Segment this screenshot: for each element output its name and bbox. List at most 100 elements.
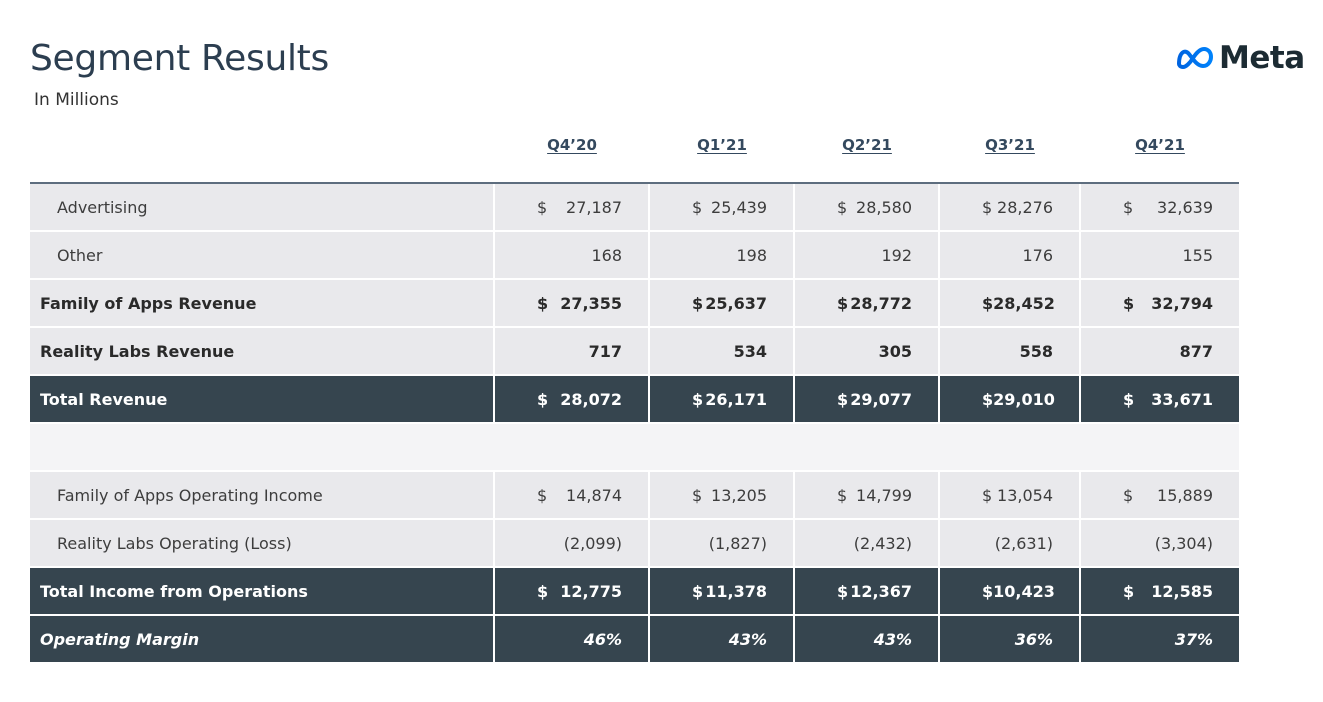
cell-value: 168 xyxy=(591,245,622,265)
cell-value: 717 xyxy=(588,341,622,361)
cell-value: 176 xyxy=(1022,245,1053,265)
cell-value: 14,799 xyxy=(856,485,912,505)
table-row-reality-labs-revenue: Reality Labs Revenue 717 534 305 558 877 xyxy=(30,328,1239,374)
currency-symbol: $ xyxy=(982,293,994,313)
cell-value: 28,452 xyxy=(993,293,1055,313)
row-label: Operating Margin xyxy=(40,629,200,649)
cell-value: 198 xyxy=(736,245,767,265)
table-cell: (2,631) xyxy=(938,520,1079,566)
table-row-other: Other 168 198 192 176 155 xyxy=(30,232,1239,278)
cell-value: (2,099) xyxy=(563,533,622,553)
table-cell: $14,799 xyxy=(793,472,938,518)
table-cell: 43% xyxy=(793,616,938,662)
cell-value: 43% xyxy=(873,629,912,649)
table-cell: $33,671 xyxy=(1079,376,1239,422)
table-cell: 877 xyxy=(1079,328,1239,374)
table-cell: 558 xyxy=(938,328,1079,374)
cell-value: 43% xyxy=(728,629,767,649)
currency-symbol: $ xyxy=(982,485,993,505)
table-cell: $29,010 xyxy=(938,376,1079,422)
cell-value: 29,077 xyxy=(850,389,912,409)
cell-value: 15,889 xyxy=(1157,485,1213,505)
column-header-q1-21: Q1’21 xyxy=(697,136,747,154)
table-cell: $28,276 xyxy=(938,184,1079,230)
table-cell: $28,580 xyxy=(793,184,938,230)
cell-value: 534 xyxy=(733,341,767,361)
row-label: Other xyxy=(57,245,103,265)
meta-logo: Meta xyxy=(1175,40,1305,76)
table-cell: $13,205 xyxy=(648,472,793,518)
currency-symbol: $ xyxy=(1123,389,1135,409)
table-cell: 534 xyxy=(648,328,793,374)
table-cell: $25,637 xyxy=(648,280,793,326)
cell-value: (2,432) xyxy=(853,533,912,553)
currency-symbol: $ xyxy=(837,389,849,409)
table-cell: (2,432) xyxy=(793,520,938,566)
row-label: Advertising xyxy=(57,197,148,217)
currency-symbol: $ xyxy=(692,293,704,313)
cell-value: 36% xyxy=(1014,629,1053,649)
cell-value: 27,187 xyxy=(566,197,622,217)
table-cell: 168 xyxy=(493,232,648,278)
cell-value: 12,775 xyxy=(560,581,622,601)
cell-value: 12,585 xyxy=(1151,581,1213,601)
row-label: Total Revenue xyxy=(40,389,168,409)
cell-value: 155 xyxy=(1182,245,1213,265)
table-cell: (3,304) xyxy=(1079,520,1239,566)
table-cell: $12,367 xyxy=(793,568,938,614)
table-row-total-income-from-operations: Total Income from Operations $12,775 $11… xyxy=(30,568,1239,614)
table-cell: $28,072 xyxy=(493,376,648,422)
cell-value: (3,304) xyxy=(1154,533,1213,553)
cell-value: 29,010 xyxy=(993,389,1055,409)
currency-symbol: $ xyxy=(537,485,548,505)
row-label: Reality Labs Revenue xyxy=(40,341,235,361)
table-row-reality-labs-operating-loss: Reality Labs Operating (Loss) (2,099) (1… xyxy=(30,520,1239,566)
row-label: Reality Labs Operating (Loss) xyxy=(57,533,292,553)
table-cell: $13,054 xyxy=(938,472,1079,518)
cell-value: 28,772 xyxy=(850,293,912,313)
currency-symbol: $ xyxy=(537,197,548,217)
currency-symbol: $ xyxy=(982,581,994,601)
cell-value: 27,355 xyxy=(560,293,622,313)
currency-symbol: $ xyxy=(982,389,994,409)
column-header-q4-20: Q4’20 xyxy=(547,136,597,154)
cell-value: 33,671 xyxy=(1151,389,1213,409)
row-label: Family of Apps Operating Income xyxy=(57,485,323,505)
table-row-total-revenue: Total Revenue $28,072 $26,171 $29,077 $2… xyxy=(30,376,1239,422)
table-cell: $15,889 xyxy=(1079,472,1239,518)
currency-symbol: $ xyxy=(837,197,848,217)
table-spacer-row xyxy=(30,424,1239,470)
currency-symbol: $ xyxy=(537,389,549,409)
meta-infinity-icon xyxy=(1176,46,1214,70)
table-cell: $28,452 xyxy=(938,280,1079,326)
cell-value: 192 xyxy=(881,245,912,265)
table-row-family-of-apps-revenue: Family of Apps Revenue $27,355 $25,637 $… xyxy=(30,280,1239,326)
currency-symbol: $ xyxy=(692,197,703,217)
table-cell: $25,439 xyxy=(648,184,793,230)
cell-value: 26,171 xyxy=(705,389,767,409)
cell-value: 32,794 xyxy=(1151,293,1213,313)
currency-symbol: $ xyxy=(1123,293,1135,313)
table-cell: $14,874 xyxy=(493,472,648,518)
table-cell: 36% xyxy=(938,616,1079,662)
table-cell: 155 xyxy=(1079,232,1239,278)
column-header-q4-21: Q4’21 xyxy=(1135,136,1185,154)
row-label: Total Income from Operations xyxy=(40,581,308,601)
column-headers: Q4’20 Q1’21 Q2’21 Q3’21 Q4’21 xyxy=(30,136,1239,166)
cell-value: (1,827) xyxy=(708,533,767,553)
table-cell: $11,378 xyxy=(648,568,793,614)
table-cell: $27,355 xyxy=(493,280,648,326)
table-cell: 46% xyxy=(493,616,648,662)
column-header-q3-21: Q3’21 xyxy=(985,136,1035,154)
table-cell: 176 xyxy=(938,232,1079,278)
cell-value: 558 xyxy=(1019,341,1053,361)
row-label xyxy=(30,424,493,470)
currency-symbol: $ xyxy=(1123,197,1134,217)
cell-value: 877 xyxy=(1179,341,1213,361)
cell-value: 25,439 xyxy=(711,197,767,217)
page-title: Segment Results xyxy=(30,38,329,79)
table-cell: 305 xyxy=(793,328,938,374)
cell-value: 37% xyxy=(1174,629,1213,649)
cell-value: 12,367 xyxy=(850,581,912,601)
table-row-family-of-apps-operating-income: Family of Apps Operating Income $14,874 … xyxy=(30,472,1239,518)
